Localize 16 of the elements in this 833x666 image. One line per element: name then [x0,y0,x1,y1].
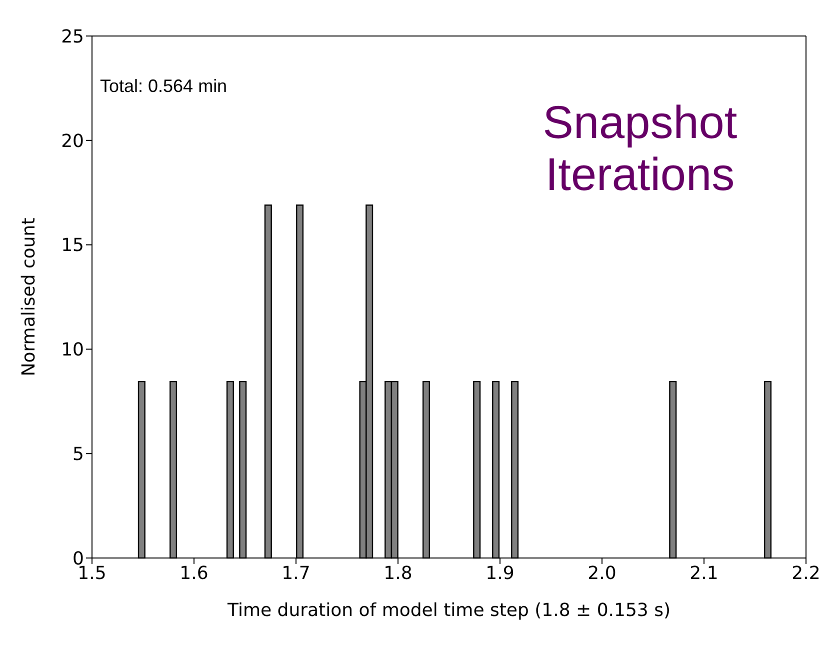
y-axis-title: Normalised count [18,218,40,376]
x-tick-label: 1.8 [384,562,412,584]
y-tick-label: 5 [72,444,84,465]
x-tick-label: 2.0 [588,562,616,584]
y-tick-label: 25 [61,26,84,48]
y-tick-label: 10 [61,340,84,361]
x-tick-label: 1.9 [486,562,514,584]
x-tick-label: 1.6 [180,562,208,584]
x-axis-title: Time duration of model time step (1.8 ± 0.153 s) [226,600,670,621]
y-tick-label: 20 [61,130,84,152]
x-tick-label: 1.7 [282,562,310,584]
annotation: Total: 0.564 min [100,76,228,97]
y-tick-label: 15 [61,235,84,256]
x-tick-label: 2.1 [690,562,718,584]
x-tick-label: 2.2 [792,562,820,584]
annotation: Snapshot Iterations [542,96,738,200]
